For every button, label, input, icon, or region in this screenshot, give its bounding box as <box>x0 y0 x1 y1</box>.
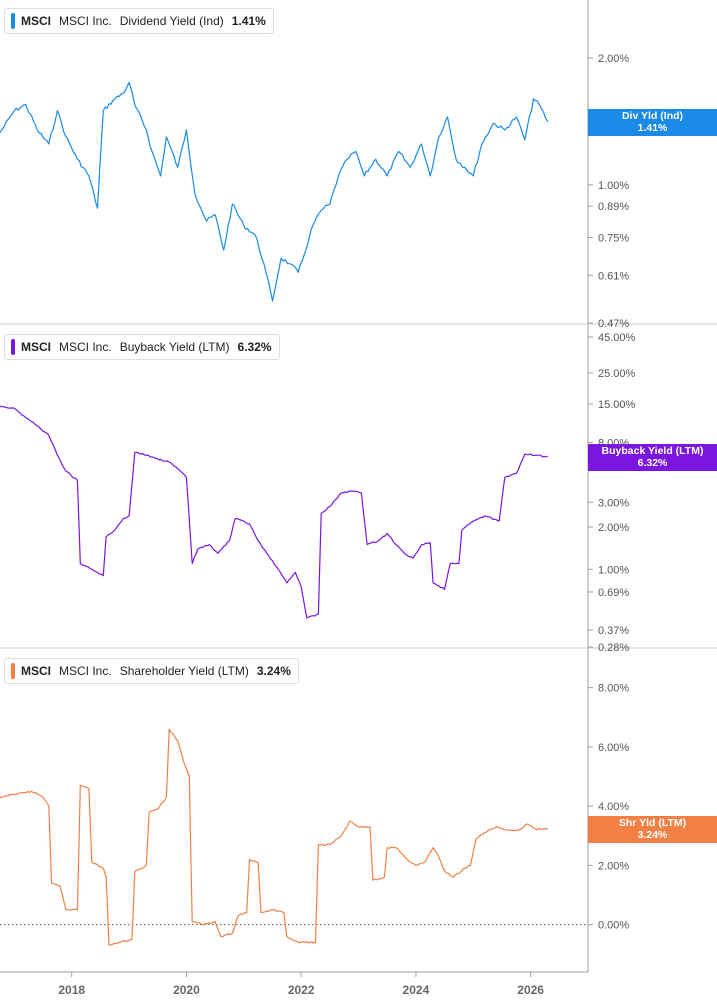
series-color-swatch <box>11 339 15 355</box>
y-tick-label: 6.00% <box>598 742 629 754</box>
legend-company: MSCI Inc. <box>59 340 112 354</box>
legend-company: MSCI Inc. <box>59 14 112 28</box>
y-tick-label: 0.00% <box>598 920 629 932</box>
y-tick-label: 0.61% <box>598 270 629 282</box>
y-tick-label: 25.00% <box>598 368 636 380</box>
tag-title: Shr Yld (LTM) <box>618 816 687 829</box>
y-tick-label: 0.69% <box>598 587 629 599</box>
y-tick-label: 1.00% <box>598 180 629 192</box>
buyback-yield-value-tag: Buyback Yield (LTM) 6.32% <box>588 443 717 471</box>
y-tick-label: 4.00% <box>598 801 629 813</box>
y-tick-label: 1.00% <box>598 564 629 576</box>
shareholder-yield-value-tag: Shr Yld (LTM) 3.24% <box>588 815 717 843</box>
y-tick-label: 0.28% <box>598 642 629 654</box>
legend-shareholder-yield[interactable]: MSCI MSCI Inc. Shareholder Yield (LTM) 3… <box>4 658 299 684</box>
x-tick-label: 2018 <box>58 983 85 997</box>
legend-dividend-yield[interactable]: MSCI MSCI Inc. Dividend Yield (Ind) 1.41… <box>4 8 274 34</box>
legend-buyback-yield[interactable]: MSCI MSCI Inc. Buyback Yield (LTM) 6.32% <box>4 334 280 360</box>
series-line-1 <box>0 405 548 619</box>
y-tick-label: 2.00% <box>598 522 629 534</box>
y-tick-label: 2.00% <box>598 860 629 872</box>
series-line-0 <box>0 81 549 302</box>
y-tick-label: 0.37% <box>598 625 629 637</box>
y-tick-label: 0.89% <box>598 201 629 213</box>
legend-value: 6.32% <box>237 340 272 354</box>
tag-value: 3.24% <box>637 828 668 841</box>
separator-lines <box>0 0 717 973</box>
series-color-swatch <box>11 13 15 29</box>
legend-ticker: MSCI <box>21 14 51 28</box>
x-tick-label: 2020 <box>173 983 200 997</box>
x-tick-label: 2022 <box>288 983 315 997</box>
y-tick-label: 0.47% <box>598 318 629 330</box>
tag-value: 6.32% <box>637 456 668 469</box>
tag-title: Buyback Yield (LTM) <box>601 444 704 457</box>
y-tick-label: 3.00% <box>598 497 629 509</box>
legend-value: 1.41% <box>231 14 266 28</box>
y-tick-label: 15.00% <box>598 399 636 411</box>
x-tick-label: 2026 <box>517 983 544 997</box>
legend-ticker: MSCI <box>21 664 51 678</box>
legend-metric: Dividend Yield (Ind) <box>119 14 224 28</box>
y-tick-label: 45.00% <box>598 332 636 344</box>
y-tick-label: 2.00% <box>598 53 629 65</box>
y-tick-label: 0.75% <box>598 232 629 244</box>
legend-value: 3.24% <box>256 664 291 678</box>
y-tick-label: 8.00% <box>598 683 629 695</box>
legend-company: MSCI Inc. <box>59 664 112 678</box>
tag-value: 1.41% <box>637 121 668 134</box>
series-color-swatch <box>11 663 15 679</box>
legend-metric: Shareholder Yield (LTM) <box>119 664 249 678</box>
legend-ticker: MSCI <box>21 340 51 354</box>
legend-metric: Buyback Yield (LTM) <box>119 340 230 354</box>
dividend-yield-value-tag: Div Yld (Ind) 1.41% <box>588 108 717 136</box>
axis-labels: 2.00% 1.00% 0.89% 0.75% 0.61% 0.47% 45.00% 25.0… <box>58 53 635 997</box>
plot-area <box>0 81 549 946</box>
series-line-2 <box>0 728 548 946</box>
tag-title: Div Yld (Ind) <box>621 109 684 122</box>
x-tick-label: 2024 <box>403 983 430 997</box>
